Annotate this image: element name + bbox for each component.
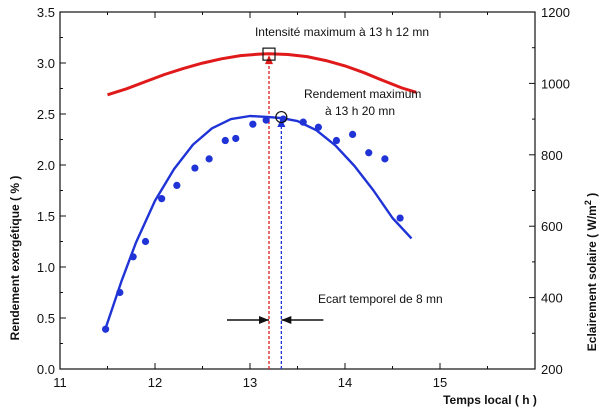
y-right-tick-label: 600: [541, 219, 563, 234]
data-point: [365, 149, 373, 157]
data-point: [396, 214, 404, 222]
axes-layer: 11 12 13 14 15 0.0 0.5 1.0 1.5 2.0 2.5 3.0 3.5 200 400…: [37, 5, 570, 390]
y-left-tick-label: 3.0: [37, 56, 55, 71]
data-point: [102, 325, 110, 333]
y-left-tick-label: 1.0: [37, 260, 55, 275]
x-axis-title: Temps local ( h ): [443, 393, 537, 407]
x-tick-label: 14: [338, 375, 352, 390]
data-point: [191, 164, 199, 172]
irradiance-curve: [107, 52, 417, 97]
annotation-intensity-max: Intensité maximum à 13 h 12 mn: [255, 25, 429, 39]
x-tick-label: 12: [148, 375, 162, 390]
y-right-tick-label: 800: [541, 148, 563, 163]
data-point: [205, 155, 213, 163]
y-left-tick-label: 3.5: [37, 5, 55, 20]
plot-frame: [59, 11, 536, 370]
y-left-tick-label: 0.0: [37, 362, 55, 377]
x-tick-label: 13: [243, 375, 257, 390]
y-right-tick-label: 1000: [541, 76, 570, 91]
data-point: [158, 195, 166, 203]
y-right-tick-label: 200: [541, 362, 563, 377]
x-tick-label: 11: [53, 375, 67, 390]
data-point: [332, 136, 341, 145]
data-point: [381, 155, 389, 163]
annotation-rendement-max-line1: Rendement maximum: [304, 87, 421, 101]
ecart-arrowhead-right: [281, 316, 292, 324]
y-axis-right-title: Eclairement solaire ( W/m2 ): [583, 193, 599, 351]
y-left-tick-label: 2.5: [37, 107, 55, 122]
annotation-rendement-max-line2: à 13 h 20 mn: [325, 104, 395, 118]
y-left-tick-label: 0.5: [37, 311, 55, 326]
x-tick-label: 15: [433, 375, 447, 390]
ecart-arrowhead-left: [259, 316, 269, 324]
y-axis-left-title: Rendement exergétique ( % ): [8, 176, 22, 341]
data-point: [249, 120, 257, 128]
y-left-tick-label: 2.0: [37, 158, 55, 173]
efficiency-fit-curve: [104, 114, 413, 329]
data-point: [221, 136, 229, 145]
y-left-tick-label: 1.5: [37, 209, 55, 224]
data-point: [141, 237, 150, 246]
data-point: [232, 134, 240, 143]
data-point: [262, 116, 270, 124]
y-right-tick-label: 400: [541, 291, 563, 306]
data-point: [349, 130, 357, 138]
max-intensity-marker: [262, 47, 276, 61]
annotation-layer: Intensité maximum à 13 h 12 mn Rendement…: [227, 25, 443, 324]
y-right-tick-label: 1200: [541, 5, 570, 20]
annotation-ecart-temporel: Ecart temporel de 8 mn: [318, 292, 443, 306]
data-point: [173, 181, 181, 189]
max-efficiency-marker: [275, 110, 288, 124]
